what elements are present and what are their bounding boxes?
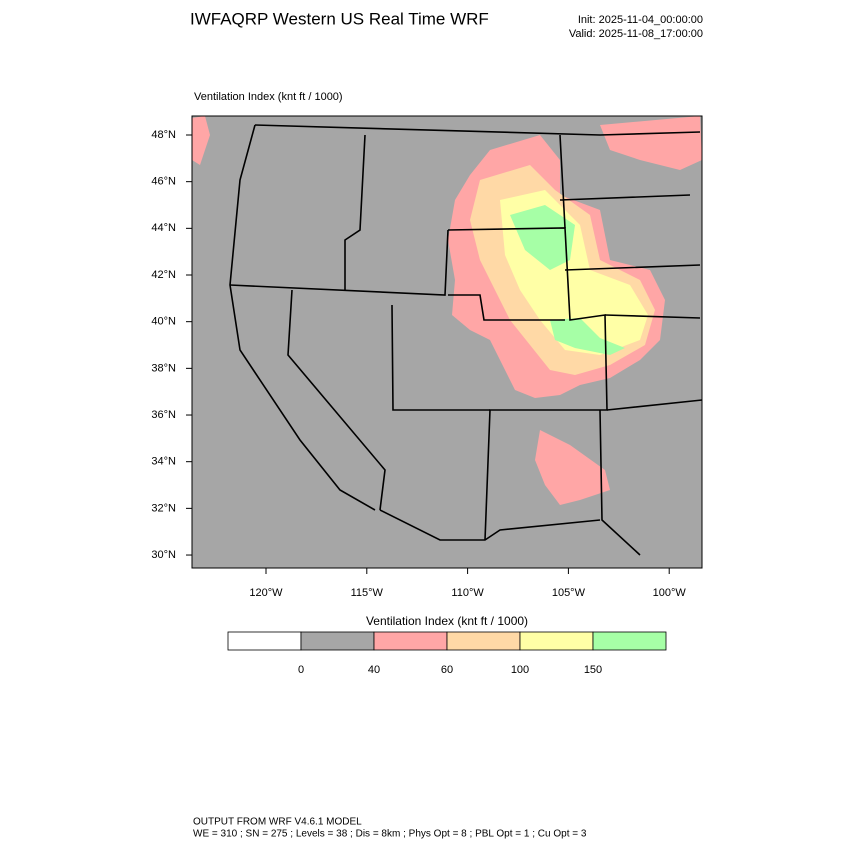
lat-label: 48°N — [151, 129, 176, 141]
colorbar-box — [227, 631, 302, 651]
colorbar-box — [373, 631, 448, 651]
border — [599, 399, 703, 556]
lat-label: 34°N — [151, 456, 176, 468]
footer-line: WE = 310 ; SN = 275 ; Levels = 38 ; Dis … — [193, 829, 587, 840]
lon-label: 110°W — [451, 587, 484, 599]
map-frame — [191, 115, 703, 569]
colorbar-title: Ventilation Index (knt ft / 1000) — [366, 614, 528, 628]
field-patch — [510, 205, 575, 270]
colorbar-label: 150 — [584, 664, 602, 676]
border — [287, 289, 386, 511]
lat-label: 44°N — [151, 222, 176, 234]
border — [254, 124, 701, 136]
colorbar-box — [592, 631, 667, 651]
border — [229, 229, 449, 296]
border — [559, 134, 701, 319]
lat-labels: 48°N 46°N 44°N 42°N 40°N 38°N 36°N 34°N 32°N 30°N — [151, 129, 192, 561]
lon-labels: 120°W 115°W 110°W 105°W 100°W — [249, 568, 686, 599]
lat-label: 32°N — [151, 502, 176, 514]
map — [191, 115, 703, 569]
border — [391, 304, 490, 411]
lat-label: 30°N — [151, 549, 176, 561]
colorbar-label: 100 — [511, 664, 529, 676]
init-time: Init: 2025-11-04_00:00:00 — [578, 14, 703, 26]
colorbar-box — [300, 631, 375, 651]
colorbar-box — [519, 631, 594, 651]
lat-label: 42°N — [151, 269, 176, 281]
lon-label: 100°W — [653, 587, 687, 599]
border — [448, 294, 565, 321]
border — [379, 509, 601, 541]
field-patch — [600, 116, 702, 170]
coast — [229, 124, 376, 511]
field-patch — [535, 430, 610, 505]
lat-label: 38°N — [151, 362, 176, 374]
lon-label: 105°W — [552, 587, 586, 599]
lon-label: 120°W — [249, 587, 283, 599]
state-borders — [229, 124, 703, 556]
field-patch — [192, 116, 210, 165]
footer-line: OUTPUT FROM WRF V4.6.1 MODEL — [193, 817, 362, 828]
colorbar-label: 40 — [368, 664, 380, 676]
colorbar-label: 0 — [298, 664, 304, 676]
lat-label: 36°N — [151, 409, 176, 421]
colorbar: 0 40 60 100 150 — [227, 631, 667, 676]
lat-label: 40°N — [151, 316, 176, 328]
map-title: Ventilation Index (knt ft / 1000) — [194, 91, 343, 103]
colorbar-box — [446, 631, 521, 651]
lon-label: 115°W — [351, 587, 384, 599]
lat-label: 46°N — [151, 176, 176, 188]
border — [344, 134, 366, 290]
title: IWFAQRP Western US Real Time WRF — [190, 9, 489, 28]
valid-time: Valid: 2025-11-08_17:00:00 — [569, 28, 703, 40]
colorbar-label: 60 — [441, 664, 453, 676]
